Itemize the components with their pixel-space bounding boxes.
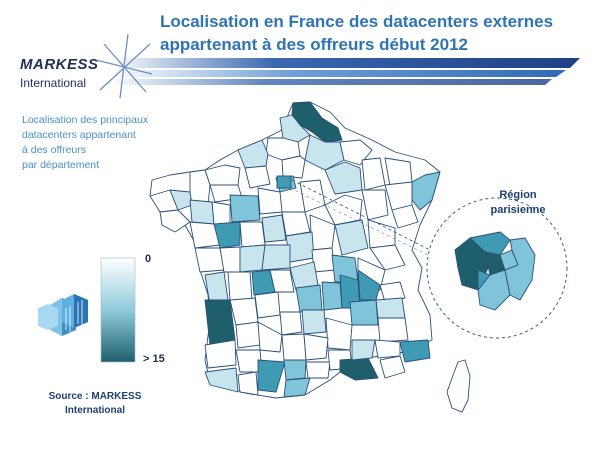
dept-mayenne [211,201,231,226]
inset-region-parisienne [426,197,568,339]
dept-indre [261,244,291,271]
dept-oise [281,155,306,179]
page-title: Localisation en France des datacenters e… [160,10,590,56]
logo-star-icon [95,33,153,99]
dept-doubs [369,244,406,271]
corsica [446,359,471,413]
dept-gironde [204,299,236,346]
dept-creuse [269,269,295,293]
dept-landes [204,339,237,369]
inset-val-doise [469,231,511,256]
dept-vienne [239,244,266,273]
dept-morbihan [159,209,191,233]
paris-callout [276,175,431,257]
dept-charente [227,271,253,301]
dept-haute-garonne [257,359,286,393]
dept-loire [321,281,343,311]
dept-manche [189,169,211,206]
dept-aube [324,194,363,226]
dept-tarn [283,359,307,381]
dept-hautes-alpes [377,317,409,343]
dept-ardennes [339,139,373,166]
dept-savoie [375,297,406,319]
dept-vosges [391,204,419,229]
dept-seine-maritime [237,139,269,169]
paris-marker [276,175,292,189]
dept-vaucluse [351,339,376,361]
dept-pyrenees-atlantiques [204,367,239,393]
dept-puy-de-dome [295,284,323,313]
dept-haute-loire [301,309,327,335]
dept-marne [324,161,363,195]
dept-lot [257,321,283,353]
dept-sarthe [229,194,261,223]
inset-seine-et-marne [504,237,536,301]
dept-hautes-pyrenees [237,371,259,396]
inset-label: Région parisienne [478,188,558,218]
color-legend [100,257,136,363]
dept-eure [244,165,271,189]
dept-var [379,355,406,379]
logo-name: MARKESS [20,56,99,73]
source-line-1: Source : MARKESS [48,391,142,402]
description-line-1: Localisation des principaux [22,114,149,126]
dept-vendee [194,247,225,273]
buildings-icon [38,294,88,336]
dept-loiret [281,211,311,237]
title-line-1: Localisation en France des datacenters e… [160,12,554,31]
dept-lot-et-garonne [235,321,261,349]
dept-ardeche [303,333,329,361]
dept-aude [283,377,311,398]
dept-moselle [384,157,413,187]
dept-eure-et-loir [257,187,283,215]
dept-isere [349,299,379,326]
description-line-2: datacenters appartenant [22,129,136,141]
description-line-4: par département [22,159,100,171]
title-line-2: appartenant à des offreurs début 2012 [160,35,468,54]
dept-haute-savoie [379,281,406,303]
dept-bouches-du-rhone [339,357,379,381]
dept-alpes-haute-provence [374,339,401,359]
source-line-2: International [64,405,125,416]
inset-circle [426,197,568,339]
dept-cantal [279,311,303,336]
legend-min-label: 0 [145,253,152,265]
inset-label-line-1: Région [499,189,537,201]
inset-label-line-2: parisienne [490,204,546,216]
dept-deux-sevres [219,246,241,273]
dept-loir-et-cher [261,214,287,243]
dept-alpes-maritimes [399,339,431,363]
dept-ille-et-vilaine [189,199,215,225]
dept-herault [305,361,331,379]
france-map [149,101,441,399]
logo-sub: International [20,76,87,90]
dept-haute-marne [361,189,389,221]
dept-correze [254,291,281,319]
description-line-3: à des offreurs [22,144,87,156]
source-note: Source : MARKESS International [40,390,150,418]
dept-maine-et-loire [213,221,241,249]
legend-max-label: > 15 [143,353,165,365]
dept-aveyron [281,333,307,361]
legend-gradient-bar [100,257,136,363]
dept-cote-dor [334,219,369,256]
map-description: Localisation des principaux datacenters … [22,113,192,173]
dept-indre-et-loire [239,221,266,248]
header-banner [110,58,580,85]
